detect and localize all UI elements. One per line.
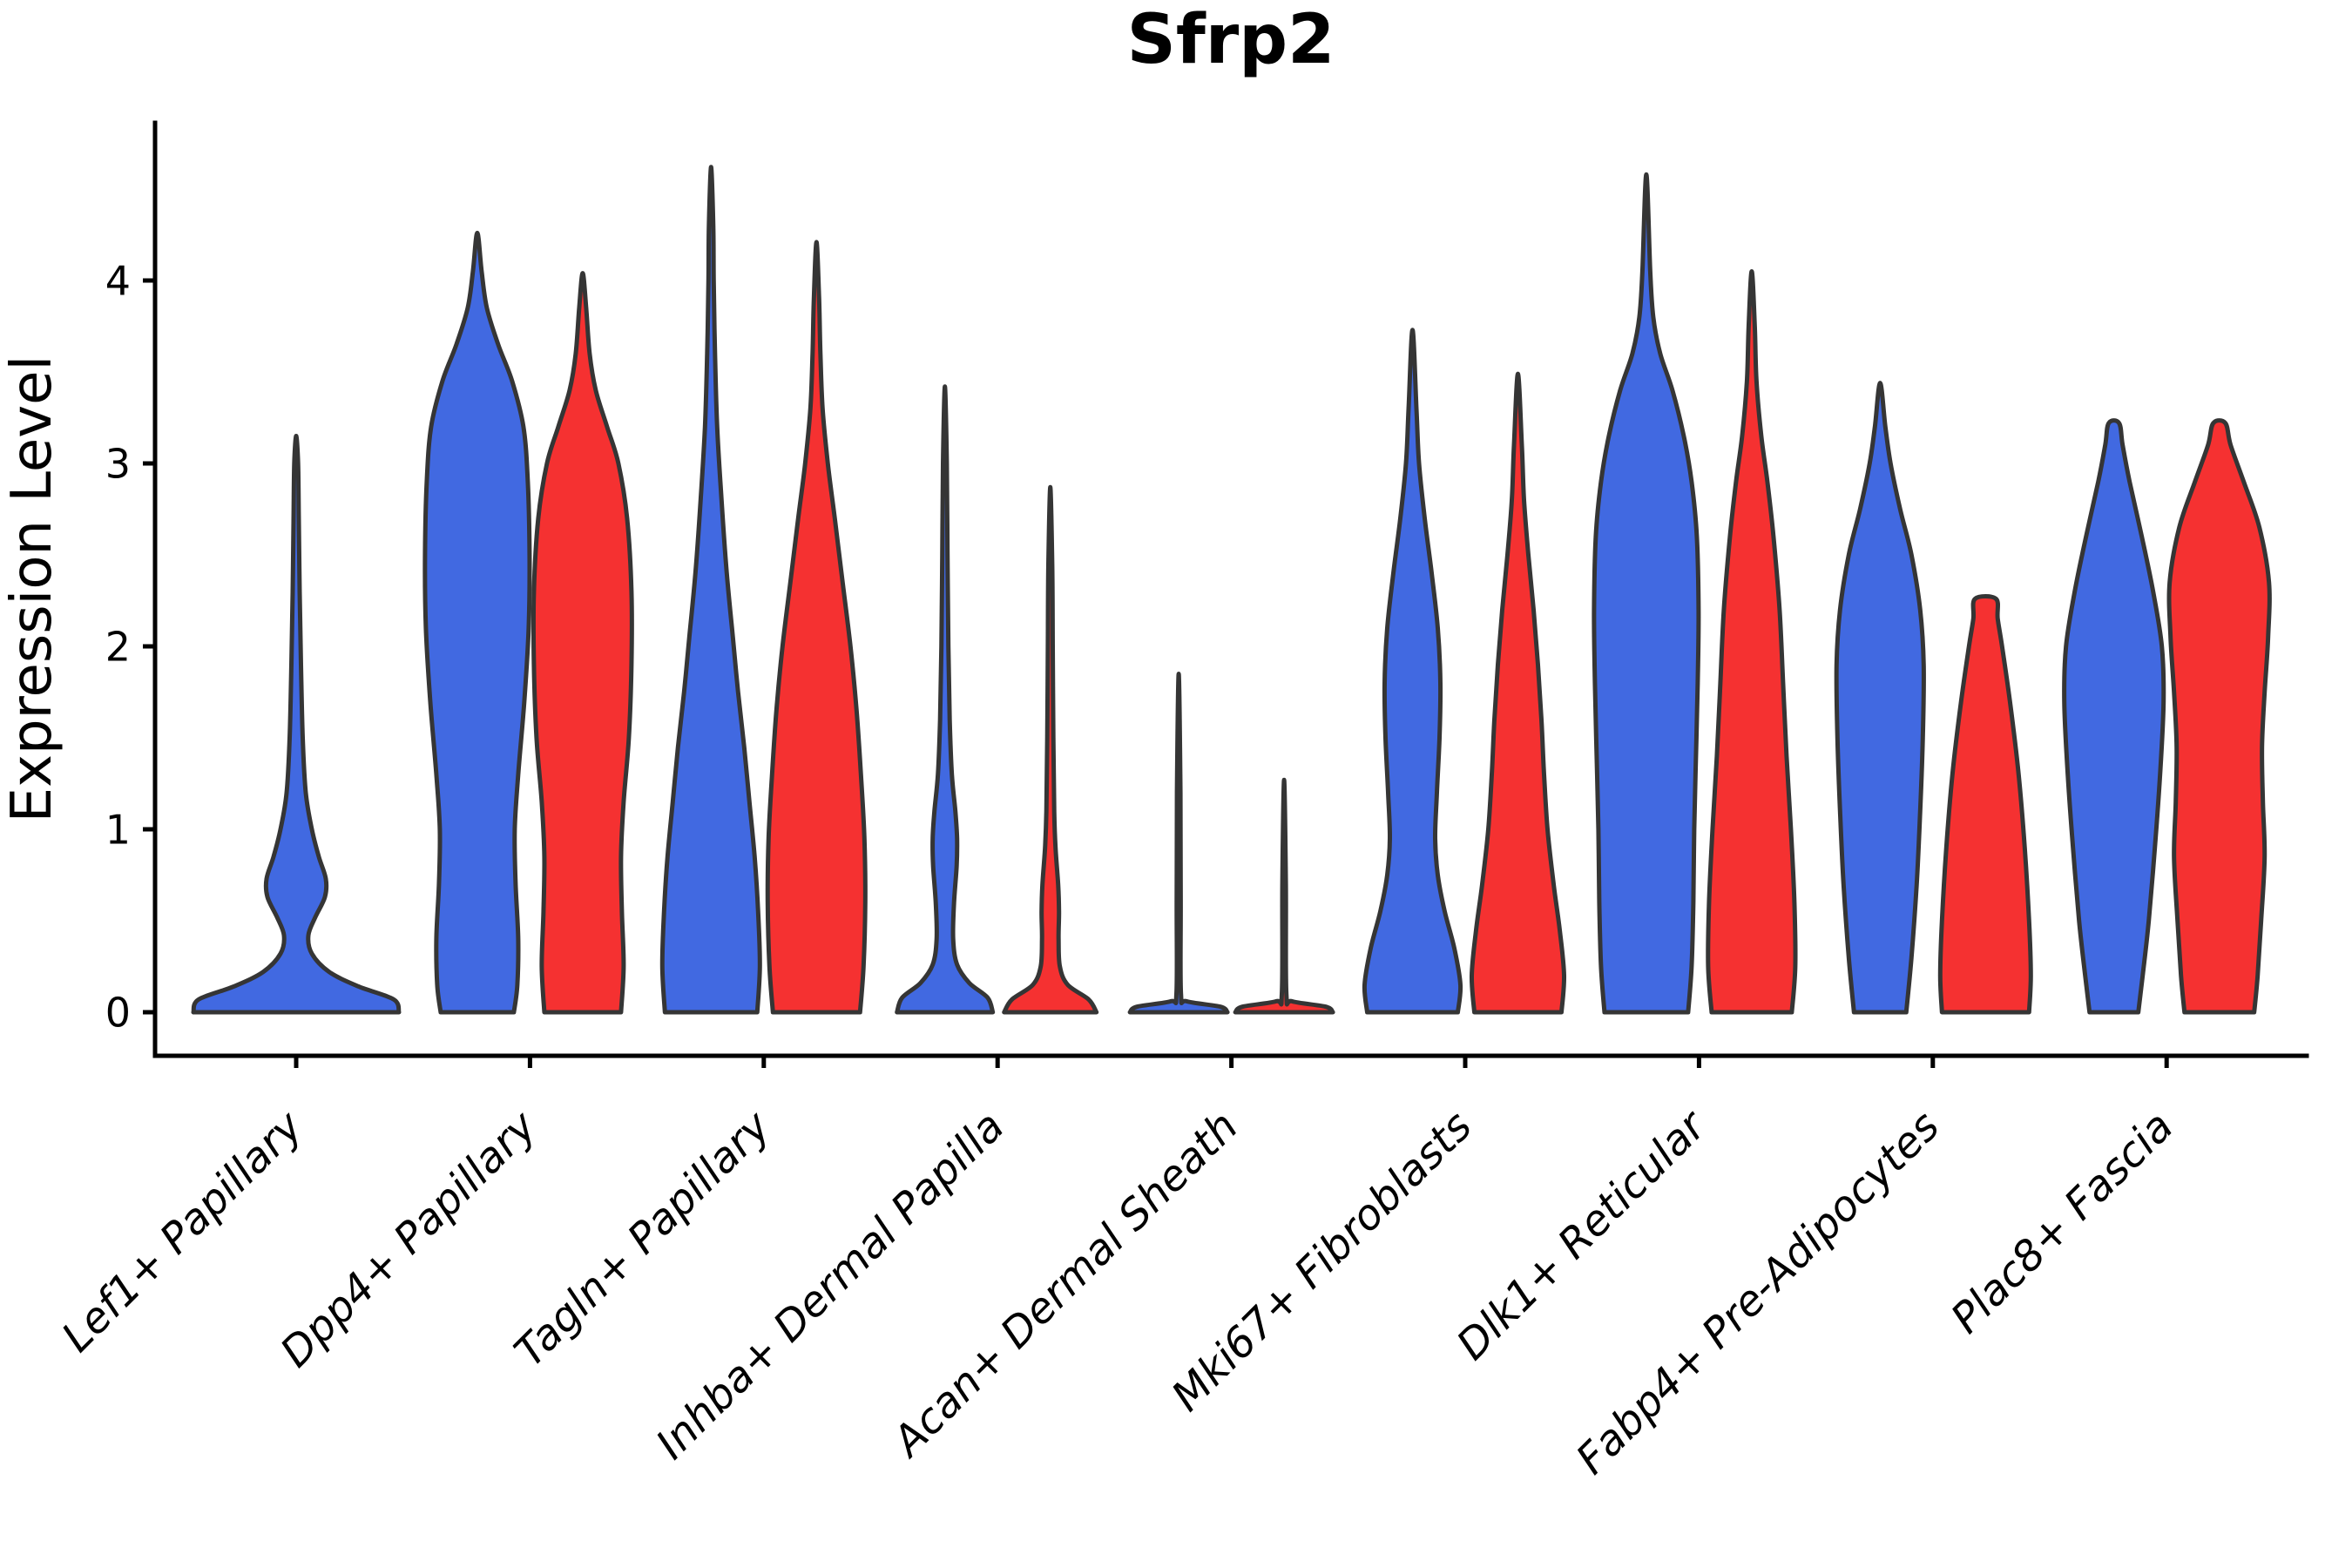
violin-fabp4-red	[1937, 594, 2033, 1015]
violin-plac8-blue	[2062, 418, 2166, 1015]
violin-dlk1-blue	[1592, 172, 1701, 1015]
violin-acan-red	[1233, 777, 1335, 1015]
x-tick-label: Lef1+ Papillary	[52, 1101, 313, 1362]
y-tick-label: 0	[105, 990, 131, 1037]
x-tick-label: Plac8+ Fascia	[1942, 1102, 2183, 1343]
violin-dlk1-red	[1706, 269, 1798, 1015]
violin-dpp4-red	[531, 271, 634, 1015]
y-axis-label: Expression Level	[0, 355, 64, 823]
violin-dpp4-blue	[422, 230, 532, 1015]
y-tick-label: 1	[105, 807, 131, 854]
y-tick-label: 2	[105, 624, 131, 671]
violin-tagln-blue	[659, 165, 762, 1015]
violin-acan-blue	[1127, 672, 1230, 1015]
x-tick-label: Dlk1+ Reticular	[1448, 1100, 1718, 1370]
violin-fabp4-blue	[1834, 381, 1926, 1015]
violin-tagln-red	[765, 240, 868, 1015]
violin-plac8-red	[2166, 418, 2272, 1015]
violin-lef1-blue	[191, 434, 402, 1015]
violin-inhba-red	[1002, 484, 1099, 1015]
violin-mki67-red	[1469, 371, 1567, 1015]
x-tick-label: Tagln+ Papillary	[505, 1101, 781, 1376]
violin-inhba-blue	[895, 384, 996, 1015]
x-tick-label: Dpp4+ Papillary	[271, 1101, 546, 1376]
violin-mki67-blue	[1362, 328, 1463, 1015]
y-tick-label: 3	[105, 441, 131, 488]
y-tick-label: 4	[105, 258, 131, 305]
chart-title: Sfrp2	[1127, 1, 1335, 79]
